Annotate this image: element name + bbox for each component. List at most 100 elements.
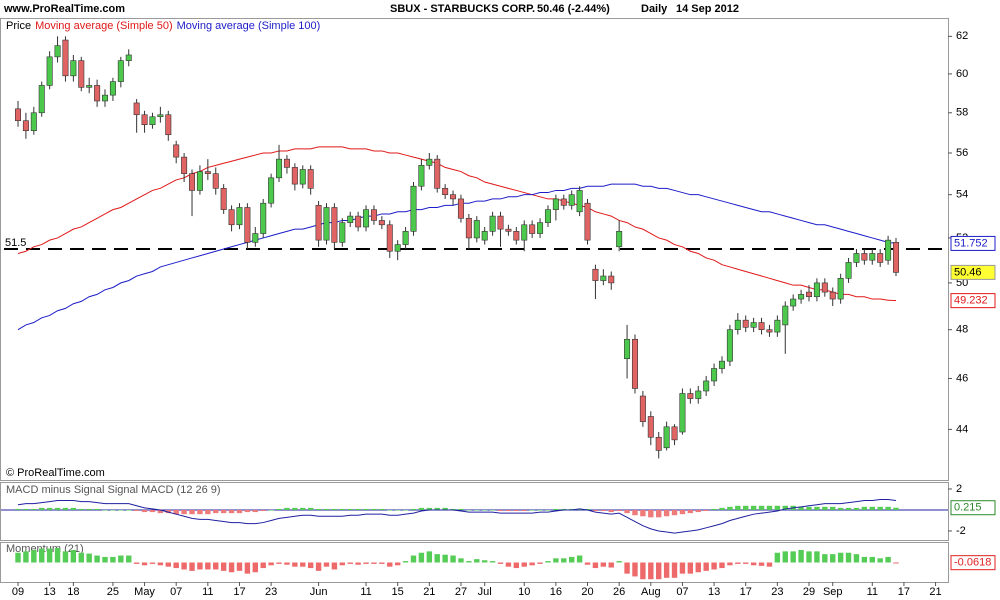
candle-body <box>647 416 654 438</box>
candle-body <box>331 207 338 243</box>
candle-body <box>339 222 346 243</box>
momentum-bar <box>54 548 61 563</box>
x-tick-label: 21 <box>929 586 941 598</box>
momentum-bar <box>31 549 37 563</box>
histogram-bar <box>355 508 361 510</box>
candle-body <box>228 209 235 226</box>
candle-body <box>560 198 567 206</box>
candle-body <box>671 426 678 441</box>
histogram-bar <box>197 509 203 515</box>
momentum-bar <box>687 562 694 574</box>
x-tick-label: 07 <box>676 586 688 598</box>
candle-body <box>489 215 496 232</box>
candle-body <box>173 144 180 158</box>
x-tick-label: Jul <box>478 586 492 598</box>
histogram-bar <box>70 507 77 510</box>
histogram-bar <box>213 509 219 514</box>
x-tick-label: May <box>134 586 155 598</box>
momentum-bar <box>102 556 108 563</box>
histogram-bar <box>94 508 100 510</box>
histogram-bar <box>513 509 520 512</box>
chart-title: SBUX - STARBUCKS CORP. <box>390 3 535 15</box>
histogram-bar <box>418 507 425 510</box>
candle-body <box>291 167 298 185</box>
candle-body <box>62 39 69 77</box>
histogram-bar <box>711 508 717 510</box>
histogram-bar <box>758 505 765 510</box>
histogram-bar <box>663 509 670 517</box>
histogram-bar <box>806 506 812 510</box>
y-tick-label: 46 <box>956 372 968 384</box>
momentum-bar <box>379 562 385 564</box>
histogram-bar <box>853 507 860 510</box>
candle-body <box>631 338 638 389</box>
panel-title: MACD minus Signal Signal MACD (12 26 9) <box>6 484 221 496</box>
candle-body <box>394 244 401 252</box>
candle-body <box>244 207 251 243</box>
momentum-bar <box>70 549 77 563</box>
momentum-bar <box>220 562 227 571</box>
histogram-bar <box>276 508 282 510</box>
candle-body <box>703 380 710 392</box>
x-tick-label: 11 <box>202 586 213 598</box>
momentum-bar <box>640 562 646 580</box>
candle-body <box>624 338 631 359</box>
histogram-bar <box>798 506 804 510</box>
x-tick-label: 09 <box>12 586 24 598</box>
candle-body <box>521 224 528 241</box>
candle-body <box>86 85 93 88</box>
histogram-bar <box>39 507 45 510</box>
x-tick-label: 27 <box>455 586 467 598</box>
candle-body <box>798 294 805 300</box>
momentum-bar <box>893 562 899 564</box>
histogram-bar <box>379 508 385 510</box>
momentum-bar <box>118 555 124 563</box>
momentum-bar <box>648 562 654 580</box>
value-badge <box>950 235 996 251</box>
histogram-bar <box>624 509 630 514</box>
momentum-bar <box>553 558 559 563</box>
candle-body <box>236 207 243 226</box>
momentum-bar <box>679 562 686 574</box>
candle-body <box>54 45 61 58</box>
candle-body <box>196 171 203 191</box>
histogram-bar <box>15 508 21 510</box>
x-tick-label: 11 <box>360 586 371 598</box>
momentum-bar <box>608 562 614 568</box>
candle-body <box>450 194 457 200</box>
macd-panel <box>0 482 949 541</box>
candle-body <box>141 114 148 125</box>
momentum-bar <box>758 562 765 566</box>
histogram-bar <box>339 508 346 510</box>
x-tick-label: Jun <box>310 586 328 598</box>
value-badge-label: 50.46 <box>954 266 982 278</box>
momentum-bar <box>387 562 393 567</box>
histogram-bar <box>545 509 551 511</box>
histogram-bar <box>521 509 527 512</box>
momentum-bar <box>861 556 868 563</box>
candle-body <box>774 319 781 333</box>
candle-body <box>15 108 22 122</box>
momentum-bar <box>228 562 235 573</box>
histogram-bar <box>830 506 836 510</box>
candle-body <box>600 275 607 281</box>
y-tick-label: 44 <box>956 423 968 435</box>
momentum-bar <box>798 549 804 563</box>
momentum-bar <box>600 562 607 567</box>
candle-body <box>473 220 480 239</box>
value-badge <box>950 293 996 309</box>
momentum-bar <box>703 562 709 571</box>
value-badge-label: 51.752 <box>954 237 988 249</box>
y-tick-label: 62 <box>956 30 968 42</box>
histogram-bar <box>347 508 353 510</box>
momentum-bar <box>133 562 140 564</box>
candle-body <box>750 322 757 328</box>
momentum-bar <box>244 562 251 574</box>
momentum-bar <box>505 562 512 567</box>
momentum-bar <box>561 558 567 563</box>
momentum-bar <box>537 562 543 564</box>
histogram-bar <box>323 508 330 510</box>
candle-body <box>592 268 599 281</box>
